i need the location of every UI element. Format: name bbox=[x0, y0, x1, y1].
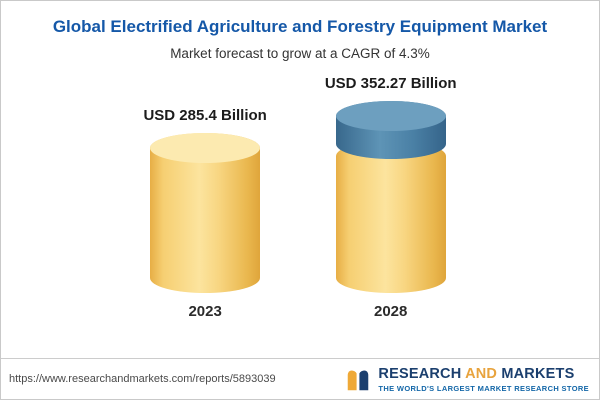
category-label-2023: 2023 bbox=[188, 303, 222, 320]
bar-2023: USD 285.4 Billion 2023 bbox=[143, 107, 266, 320]
bar-chart: USD 285.4 Billion 2023 USD 352.27 Billio… bbox=[1, 75, 599, 320]
chart-header: Global Electrified Agriculture and Fores… bbox=[1, 1, 599, 61]
cylinder-2023 bbox=[150, 133, 261, 293]
cylinder-2028-base-segment bbox=[335, 141, 446, 293]
logo-word-and: AND bbox=[465, 365, 498, 382]
report-url: https://www.researchandmarkets.com/repor… bbox=[9, 373, 276, 385]
researchandmarkets-logo: RESEARCH AND MARKETS THE WORLD'S LARGEST… bbox=[344, 365, 589, 393]
bar-2028: USD 352.27 Billion 2028 bbox=[325, 75, 457, 320]
footer: https://www.researchandmarkets.com/repor… bbox=[1, 358, 599, 399]
researchandmarkets-logo-icon bbox=[348, 370, 369, 391]
logo-wordmark: RESEARCH AND MARKETS bbox=[378, 366, 574, 382]
logo-word-markets: MARKETS bbox=[501, 365, 575, 382]
category-label-2028: 2028 bbox=[374, 303, 408, 320]
logo-word-research: RESEARCH bbox=[378, 365, 462, 382]
logo-text-block: RESEARCH AND MARKETS THE WORLD'S LARGEST… bbox=[378, 366, 589, 393]
chart-title: Global Electrified Agriculture and Fores… bbox=[52, 17, 548, 36]
chart-subtitle: Market forecast to grow at a CAGR of 4.3… bbox=[170, 46, 430, 61]
cylinder-2028 bbox=[335, 101, 446, 293]
cylinder-2028-growth-segment bbox=[335, 101, 446, 159]
value-label-2023: USD 285.4 Billion bbox=[143, 107, 267, 124]
value-label-2028: USD 352.27 Billion bbox=[324, 75, 457, 92]
logo-tagline: THE WORLD'S LARGEST MARKET RESEARCH STOR… bbox=[378, 383, 589, 393]
